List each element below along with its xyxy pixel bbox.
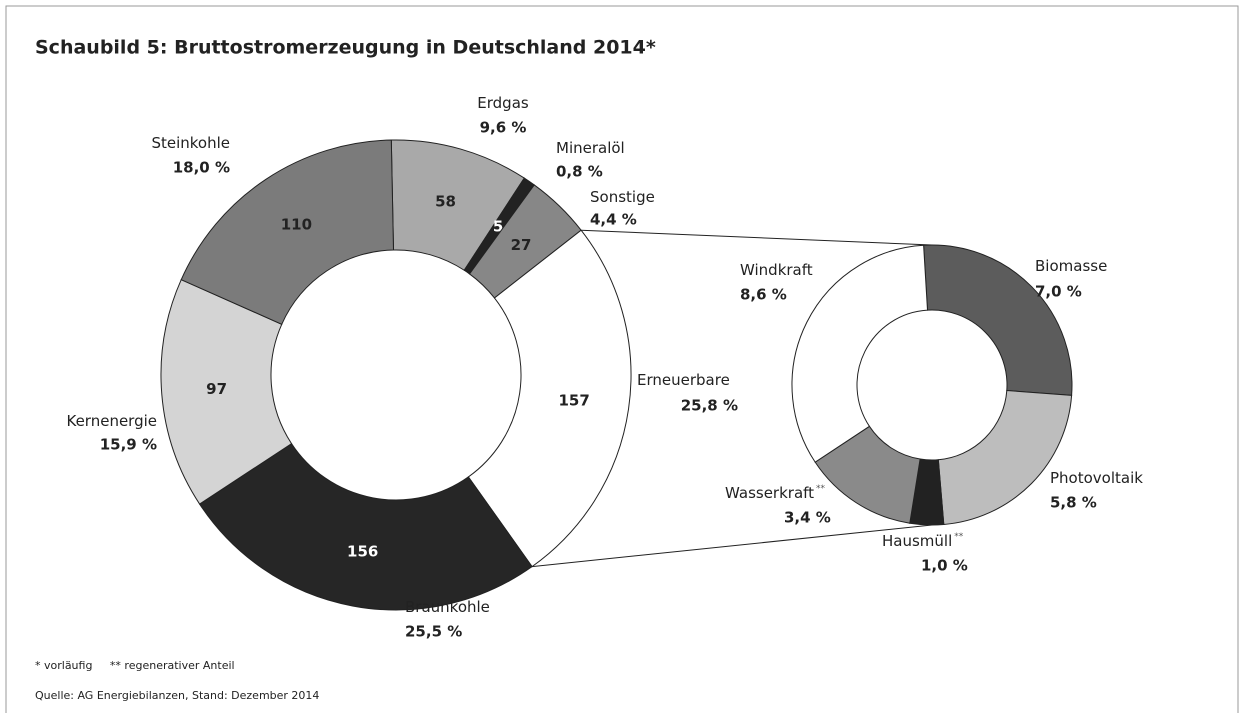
category-label: Erneuerbare [637,371,730,389]
category-name: Sonstige [590,188,655,206]
category-name: Braunkohle [405,598,490,616]
category-label: Biomasse [1035,257,1107,275]
chart-title: Schaubild 5: Bruttostromerzeugung in Deu… [35,37,656,59]
category-label: Sonstige [590,188,655,206]
share-label: 5,8 % [1050,494,1097,512]
donut-segment [923,244,1073,396]
category-label: Steinkohle [151,134,230,152]
share-label: 25,8 % [681,397,738,415]
value-label: 5 [493,217,503,235]
donut-segment [937,390,1073,526]
category-label: Photovoltaik [1050,469,1143,487]
share-label: 15,9 % [100,436,157,454]
share-label: 9,6 % [480,119,527,137]
category-name: Windkraft [740,261,813,279]
value-label: 156 [347,542,378,560]
value-label: 97 [206,380,227,398]
category-label: Windkraft [740,261,813,279]
category-label: Mineralöl [556,139,625,157]
donut-segment [198,442,533,611]
donut-segment [467,229,632,568]
share-label: 8,6 % [740,286,787,304]
value-label: 157 [558,391,589,409]
source: Quelle: AG Energiebilanzen, Stand: Dezem… [35,689,319,702]
marker: ** [954,532,964,542]
share-label: 3,4 % [784,509,831,527]
category-label: Wasserkraft ** [725,484,826,502]
share-label: 25,5 % [405,623,462,641]
category-name: Photovoltaik [1050,469,1143,487]
category-name: Mineralöl [556,139,625,157]
donut-segment [160,278,293,505]
frame [5,5,1239,713]
value-label: 110 [281,216,312,234]
category-label: Hausmüll ** [882,532,964,550]
share-label: 0,8 % [556,163,603,181]
footnote: * vorläufig ** regenerativer Anteil [35,659,235,672]
value-label: 27 [511,236,532,254]
category-label: Kernenergie [66,412,157,430]
share-label: 18,0 % [173,159,230,177]
donut-segment [180,139,395,325]
category-name: Wasserkraft [725,484,814,502]
share-label: 7,0 % [1035,283,1082,301]
connector [581,229,933,246]
marker: ** [816,484,826,494]
connector [531,524,933,568]
category-name: Hausmüll [882,532,952,550]
category-name: Erdgas [477,94,529,112]
share-label: 1,0 % [921,557,968,575]
share-label: 4,4 % [590,211,637,229]
category-name: Steinkohle [151,134,230,152]
value-label: 58 [435,192,456,210]
donut-segment [791,244,929,463]
category-label: Erdgas [477,94,529,112]
category-name: Erneuerbare [637,371,730,389]
category-name: Kernenergie [66,412,157,430]
category-label: Braunkohle [405,598,490,616]
category-name: Biomasse [1035,257,1107,275]
